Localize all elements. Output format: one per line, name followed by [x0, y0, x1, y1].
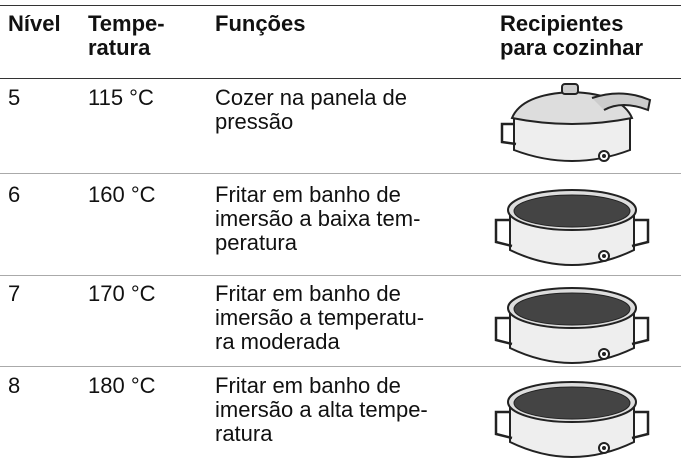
- header-cell: Funções: [215, 11, 306, 36]
- function: Fritar em banho de imersão a temperatu- …: [215, 281, 425, 354]
- level: 5: [8, 85, 21, 110]
- level: 7: [8, 281, 21, 306]
- level: 8: [8, 373, 21, 398]
- function: Fritar em banho de imersão a alta tempe-…: [215, 373, 428, 446]
- row-rule: [0, 173, 681, 174]
- pot-icon: [494, 380, 650, 459]
- top-rule: [0, 5, 681, 6]
- function: Cozer na panela de pressão: [215, 85, 408, 134]
- header-cell: Nível: [8, 11, 61, 36]
- pressure-cooker-icon: [500, 83, 652, 162]
- function: Fritar em banho de imersão a baixa tem- …: [215, 182, 421, 255]
- row-rule: [0, 366, 681, 367]
- header-cell: Tempe- ratura: [88, 11, 165, 60]
- header-rule: [0, 78, 681, 79]
- header-cell: Recipientes para cozinhar: [500, 11, 644, 60]
- temperature: 160 °C: [88, 182, 156, 207]
- pot-icon: [494, 188, 650, 267]
- level: 6: [8, 182, 21, 207]
- temperature: 115 °C: [88, 85, 154, 110]
- row-rule: [0, 275, 681, 276]
- pot-icon: [494, 286, 650, 365]
- temperature: 180 °C: [88, 373, 156, 398]
- temperature: 170 °C: [88, 281, 156, 306]
